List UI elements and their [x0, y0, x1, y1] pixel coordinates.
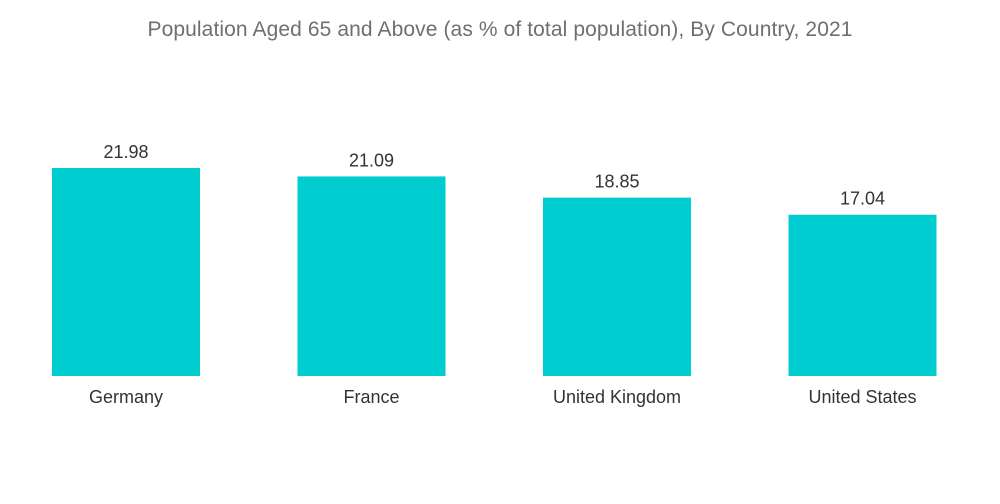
category-label: France — [343, 387, 399, 407]
value-label: 17.04 — [840, 189, 885, 209]
bar-germany — [52, 168, 200, 376]
bar-united-kingdom — [543, 197, 691, 376]
category-label: United Kingdom — [553, 387, 681, 407]
category-label: United States — [808, 387, 916, 407]
value-label: 18.85 — [594, 172, 639, 192]
bar-united-states — [788, 214, 937, 376]
category-label: Germany — [89, 387, 163, 407]
value-label: 21.09 — [349, 150, 394, 170]
value-label: 21.98 — [103, 142, 148, 162]
bars-layer: 21.98 Germany 21.09 France 18.85 United Kingd… — [52, 142, 937, 407]
chart-title: Population Aged 65 and Above (as % of to… — [147, 18, 853, 41]
bar-france — [297, 176, 446, 376]
